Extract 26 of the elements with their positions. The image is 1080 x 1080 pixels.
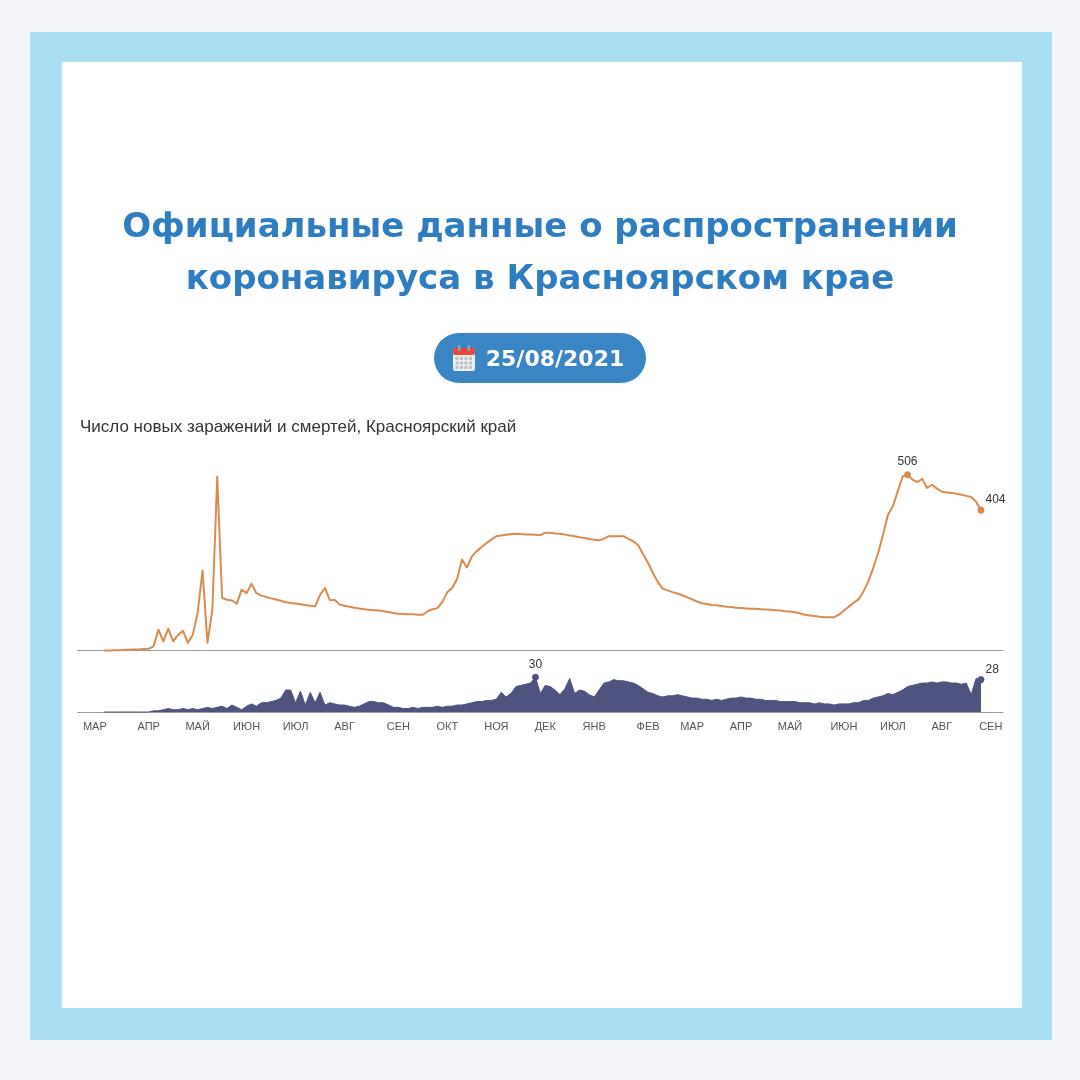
data-label: 28 (985, 661, 1000, 676)
x-tick-label: АПР (729, 719, 753, 732)
x-tick-label: МАР (82, 719, 107, 732)
data-label: 506 (897, 454, 918, 469)
x-tick-label: ИЮЛ (282, 719, 309, 732)
x-tick-label: ОКТ (436, 719, 459, 732)
x-tick-label: ИЮН (830, 719, 858, 732)
x-tick-label: ИЮЛ (879, 719, 906, 732)
x-tick-label: СЕН (979, 719, 1003, 732)
data-label: 30 (528, 656, 543, 671)
data-label: 404 (985, 492, 1006, 507)
x-tick-label: ИЮН (233, 719, 261, 732)
x-tick-label: ДЕК (534, 719, 557, 732)
x-tick-label: СЕН (386, 719, 411, 732)
x-tick-label: ФЕВ (636, 719, 660, 732)
chart-subtitle: Число новых заражений и смертей, Красноярский край (80, 416, 517, 438)
chart-title: Официальные данные о распространении коронавируса в Красноярском крае (121, 204, 959, 299)
x-tick-label: АПР (137, 719, 160, 732)
x-tick-label: МАР (680, 719, 705, 732)
x-tick-label: НОЯ (484, 719, 509, 732)
text: 25/08/2021 (485, 345, 625, 371)
x-tick-label: МАЙ (185, 719, 210, 732)
x-tick-label: ЯНВ (582, 719, 606, 732)
x-tick-label: МАЙ (777, 719, 803, 732)
x-tick-label: АВГ (931, 719, 953, 732)
x-tick-label: АВГ (334, 719, 355, 732)
